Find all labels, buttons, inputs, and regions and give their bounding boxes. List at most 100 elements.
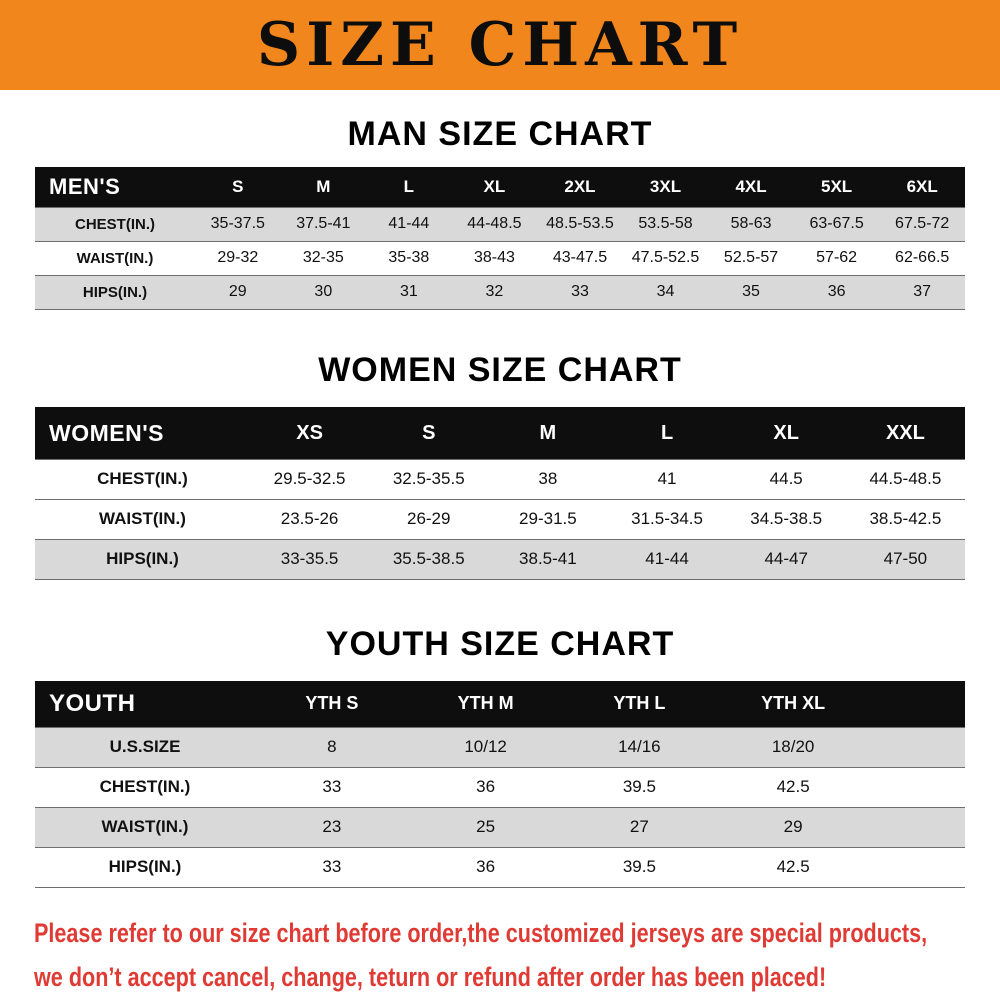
row-label: HIPS(IN.): [108, 857, 182, 877]
cell: 39.5: [622, 777, 656, 797]
youth-section: YOUTH SIZE CHART YOUTH YTH S YTH M YTH L…: [0, 624, 1000, 888]
women-section: WOMEN SIZE CHART WOMEN'S XS S M L XL XXL: [0, 351, 1000, 580]
spacer-cell: [870, 681, 965, 727]
cell: 29: [228, 283, 247, 301]
cell: 10/12: [464, 737, 507, 757]
row-label: WAIST(IN.): [99, 509, 186, 529]
row-label: U.S.SIZE: [109, 737, 181, 757]
cell: 34: [656, 283, 675, 301]
cell: 38: [538, 469, 558, 489]
spacer-cell: [870, 767, 965, 807]
cell: 36: [827, 283, 846, 301]
cell: 38-43: [473, 249, 515, 267]
cell: 44.5-48.5: [869, 469, 942, 489]
cell: 37.5-41: [296, 215, 351, 233]
cell: 62-66.5: [895, 249, 950, 267]
cell: 29.5-32.5: [273, 469, 346, 489]
cell: 27: [629, 817, 649, 837]
cell: 30: [314, 283, 333, 301]
men-chest-row: CHEST(IN.) 35-37.5 37.5-41 41-44 44-48.5…: [35, 207, 965, 242]
men-col-header-s: S: [232, 177, 244, 197]
cell: 18/20: [771, 737, 815, 757]
cell: 26-29: [406, 509, 451, 529]
cell: 53.5-58: [638, 215, 693, 233]
youth-table-corner: YOUTH: [49, 689, 136, 717]
cell: 35: [742, 283, 760, 301]
youth-waist-row: WAIST(IN.) 23 25 27 29: [35, 807, 965, 848]
cell: 47.5-52.5: [631, 249, 700, 267]
cell: 31.5-34.5: [631, 509, 703, 529]
cell: 58-63: [730, 215, 772, 233]
banner: SIZE CHART: [0, 0, 1000, 90]
men-col-header-m: M: [316, 177, 331, 197]
youth-chest-row: CHEST(IN.) 33 36 39.5 42.5: [35, 767, 965, 808]
men-col-header-5xl: 5XL: [821, 177, 853, 197]
cell: 52.5-57: [723, 249, 779, 267]
cell: 41: [657, 469, 677, 489]
men-col-header-4xl: 4XL: [735, 177, 767, 197]
row-label: WAIST(IN.): [76, 249, 154, 267]
cell: 33-35.5: [280, 549, 339, 569]
note-line-1: Please refer to our size chart before or…: [34, 917, 928, 948]
cell: 35.5-38.5: [392, 549, 465, 569]
page-title: SIZE CHART: [256, 10, 744, 80]
cell: 25: [476, 817, 496, 837]
men-col-header-l: L: [403, 177, 415, 197]
men-section: MAN SIZE CHART MEN'S S M L XL 2XL 3XL 4X…: [0, 115, 1000, 310]
cell: 42.5: [776, 857, 810, 877]
spacer-cell: [870, 847, 965, 887]
youth-ussize-row: U.S.SIZE 8 10/12 14/16 18/20: [35, 727, 965, 768]
cell: 44.5: [769, 469, 803, 489]
cell: 67.5-72: [895, 215, 950, 233]
cell: 32.5-35.5: [392, 469, 465, 489]
cell: 63-67.5: [809, 215, 864, 233]
youth-col-header-xl: YTH XL: [761, 693, 826, 714]
cell: 33: [322, 857, 342, 877]
cell: 35-37.5: [210, 215, 265, 233]
cell: 8: [327, 737, 337, 757]
row-label: CHEST(IN.): [99, 777, 191, 797]
footer-note: Please refer to our size chart before or…: [34, 914, 1000, 996]
men-section-heading: MAN SIZE CHART: [347, 115, 653, 153]
women-chest-row: CHEST(IN.) 29.5-32.5 32.5-35.5 38 41 44.…: [35, 459, 965, 500]
women-table-corner: WOMEN'S: [49, 419, 165, 446]
youth-hips-row: HIPS(IN.) 33 36 39.5 42.5: [35, 847, 965, 888]
row-label: HIPS(IN.): [106, 549, 179, 569]
cell: 36: [476, 777, 496, 797]
women-col-header-xl: XL: [773, 421, 799, 444]
cell: 33: [322, 777, 342, 797]
cell: 44-47: [764, 549, 808, 569]
youth-section-heading: YOUTH SIZE CHART: [325, 624, 675, 663]
cell: 23: [322, 817, 342, 837]
cell: 38.5-41: [519, 549, 577, 569]
men-col-header-6xl: 6XL: [906, 177, 938, 197]
cell: 41-44: [388, 215, 430, 233]
men-col-header-xl: XL: [483, 177, 506, 197]
women-col-header-xxl: XXL: [885, 421, 925, 444]
cell: 29-32: [217, 249, 259, 267]
youth-header-row: YOUTH YTH S YTH M YTH L YTH XL: [35, 681, 965, 728]
row-label: HIPS(IN.): [82, 283, 148, 301]
spacer-cell: [870, 727, 965, 767]
cell: 29-31.5: [519, 509, 577, 529]
men-col-header-3xl: 3XL: [649, 177, 682, 197]
cell: 42.5: [776, 777, 810, 797]
spacer-cell: [870, 807, 965, 847]
cell: 57-62: [816, 249, 858, 267]
cell: 37: [913, 283, 932, 301]
cell: 23.5-26: [280, 509, 339, 529]
youth-col-header-s: YTH S: [305, 693, 359, 714]
cell: 29: [783, 817, 803, 837]
cell: 39.5: [622, 857, 656, 877]
women-waist-row: WAIST(IN.) 23.5-26 26-29 29-31.5 31.5-34…: [35, 499, 965, 540]
row-label: WAIST(IN.): [101, 817, 189, 837]
cell: 33: [571, 283, 589, 301]
cell: 43-47.5: [552, 249, 608, 267]
women-col-header-s: S: [422, 421, 436, 444]
men-waist-row: WAIST(IN.) 29-32 32-35 35-38 38-43 43-47…: [35, 241, 965, 276]
women-header-row: WOMEN'S XS S M L XL XXL: [35, 407, 965, 460]
women-size-table: WOMEN'S XS S M L XL XXL CHEST(IN.) 29.5-…: [35, 407, 965, 580]
cell: 47-50: [883, 549, 928, 569]
cell: 32-35: [302, 249, 344, 267]
